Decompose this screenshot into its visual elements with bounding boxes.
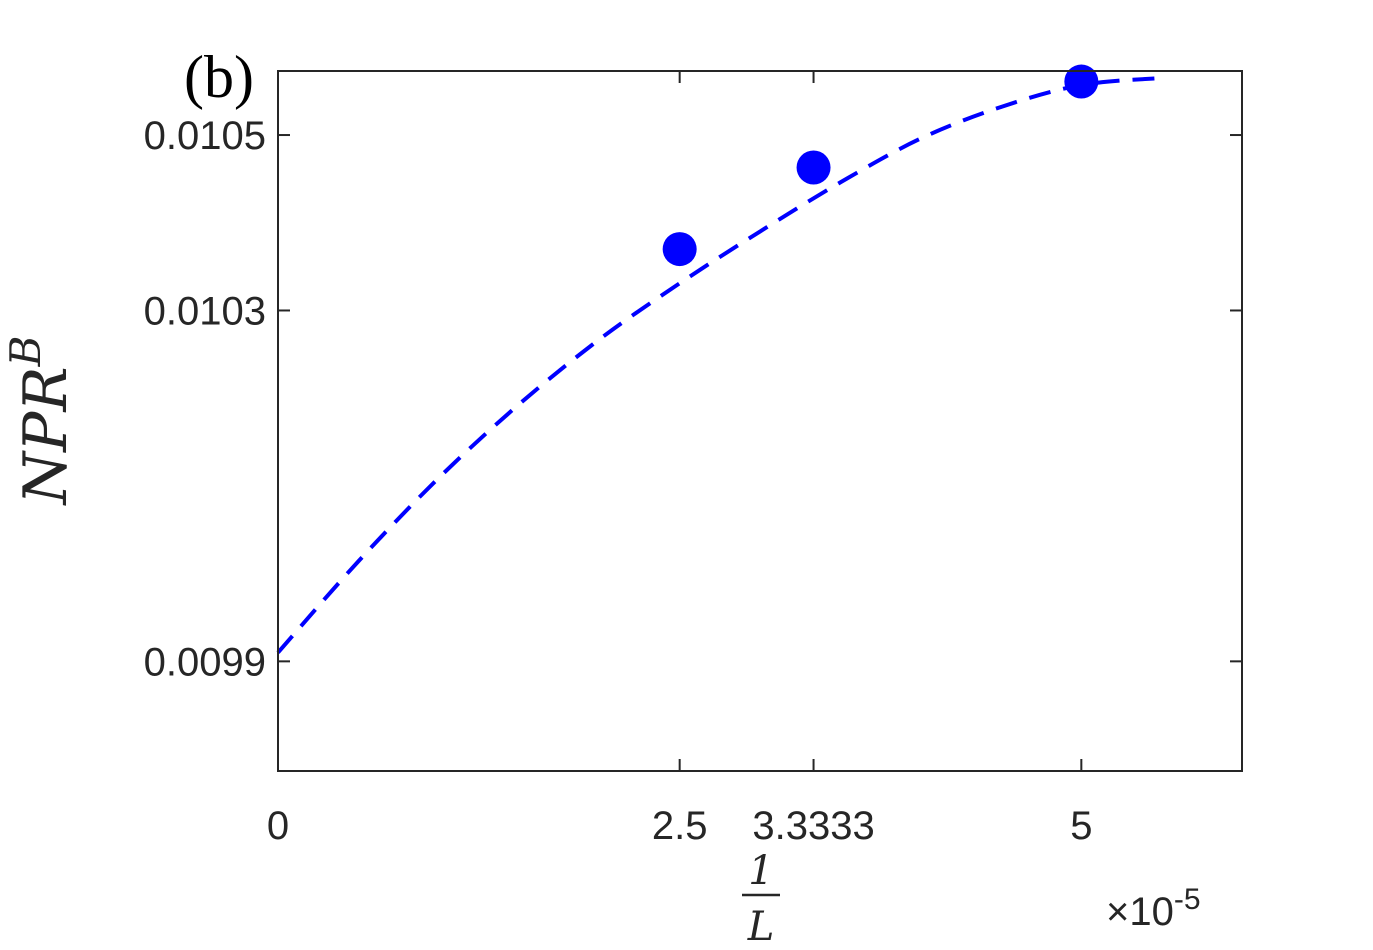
x-axis-label-denominator: L: [747, 904, 775, 950]
y-axis-label: NPRB: [1, 336, 81, 507]
x-tick-label: 2.5: [652, 804, 708, 848]
svg-text:NPRB: NPRB: [1, 336, 81, 507]
y-tick-label: 0.0105: [144, 114, 266, 158]
data-points-layer: [662, 64, 1099, 267]
data-point: [1064, 64, 1099, 99]
x-axis-label-numerator: 1: [748, 848, 773, 894]
y-tick-label: 0.0099: [144, 640, 266, 684]
data-point: [662, 232, 697, 267]
y-axis-label-main: NPR: [11, 366, 81, 506]
y-axis-label-sup: B: [1, 336, 50, 368]
x-axis-exponent-power: -5: [1174, 883, 1201, 916]
x-tick-label: 3.3333: [752, 804, 874, 848]
x-tick-label: 5: [1070, 804, 1092, 848]
axes-box: [277, 70, 1243, 772]
fit-curve-line: [276, 76, 1162, 654]
panel-label: (b): [184, 44, 254, 110]
x-tick-label: 0: [267, 804, 289, 848]
y-tick-label: 0.0103: [144, 289, 266, 333]
x-axis-exponent-base: ×10: [1106, 890, 1174, 934]
x-axis-exponent: ×10-5: [1106, 883, 1201, 934]
x-axis-label: 1 L: [742, 848, 780, 950]
ticks-layer: 0 2.5 3.3333 5 0.0099 0.0103 0.0105: [144, 71, 1242, 848]
data-point: [796, 150, 831, 185]
